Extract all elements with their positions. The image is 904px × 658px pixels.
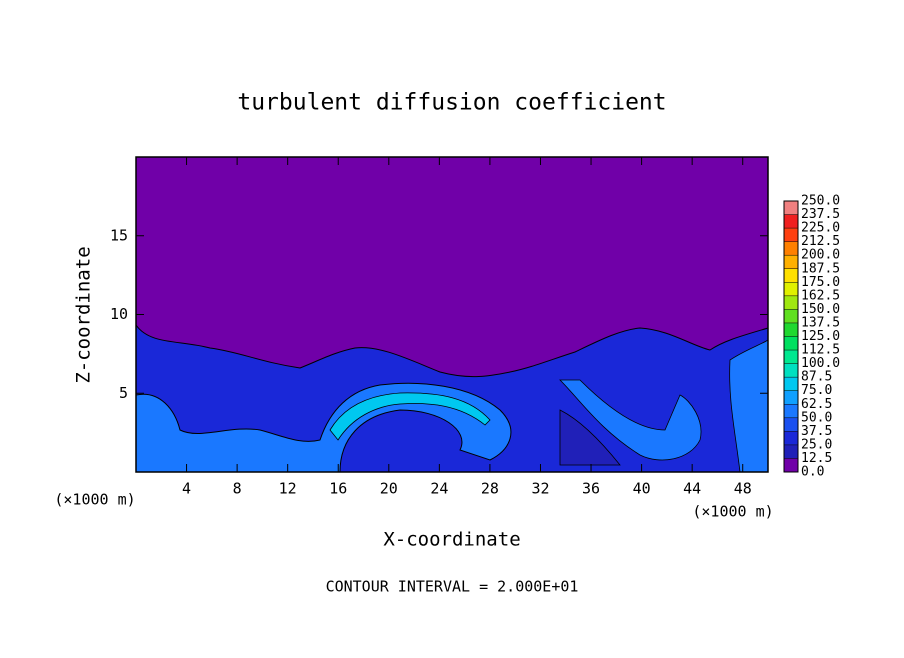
colorbar-cell	[784, 282, 798, 296]
x-tick-label: 16	[329, 480, 347, 498]
colorbar-cell	[784, 336, 798, 351]
colorbar-cell	[784, 363, 798, 378]
field	[135, 157, 769, 473]
colorbar-label: 187.5	[801, 261, 840, 276]
x-tick-label: 36	[582, 480, 600, 498]
colorbar-label: 125.0	[801, 329, 840, 344]
colorbar-cell	[784, 350, 798, 364]
colorbar-cell	[784, 322, 798, 337]
colorbar-label: 250.0	[801, 194, 840, 209]
field-layer	[559, 409, 621, 466]
x-tick-label: 24	[430, 480, 448, 498]
y-tick-label: 5	[119, 384, 128, 402]
x-tick-label: 8	[233, 480, 242, 498]
x-axis-label: X-coordinate	[383, 529, 520, 551]
x-unit-label: (×1000 m)	[692, 503, 773, 521]
colorbar-label: 50.0	[801, 410, 832, 425]
x-tick-label: 40	[633, 480, 651, 498]
colorbar-cell	[784, 444, 798, 459]
colorbar-label: 0.0	[801, 465, 824, 480]
colorbar-label: 137.5	[801, 315, 840, 330]
colorbar-cell	[784, 404, 798, 418]
colorbar-label: 212.5	[801, 234, 840, 249]
x-tick-label: 20	[380, 480, 398, 498]
chart-title: turbulent diffusion coefficient	[237, 90, 666, 116]
colorbar-cell	[784, 417, 798, 432]
colorbar-label: 150.0	[801, 302, 840, 317]
colorbar-cell	[784, 214, 798, 229]
colorbar-cell	[784, 268, 798, 283]
colorbar-cell	[784, 377, 798, 391]
colorbar-cell	[784, 295, 798, 310]
x-tick-label: 4	[182, 480, 191, 498]
colorbar-label: 175.0	[801, 275, 840, 290]
colorbar-label: 87.5	[801, 370, 832, 385]
colorbar-label: 162.5	[801, 288, 840, 303]
y-tick-label: 10	[110, 305, 128, 323]
x-tick-label: 32	[531, 480, 549, 498]
colorbar-label: 237.5	[801, 207, 840, 222]
x-unit-label: (×1000 m)	[54, 491, 135, 509]
colorbar-label: 25.0	[801, 437, 832, 452]
colorbar-label: 62.5	[801, 397, 832, 412]
field-layer	[559, 379, 702, 461]
colorbar-label: 100.0	[801, 356, 840, 371]
colorbar-cell	[784, 241, 798, 256]
y-axis-label: Z-coordinate	[73, 246, 95, 383]
x-tick-label: 12	[279, 480, 297, 498]
colorbar-cell	[784, 309, 798, 323]
colorbar-label: 112.5	[801, 343, 840, 358]
contour-note: CONTOUR INTERVAL = 2.000E+01	[326, 578, 579, 596]
colorbar-cell	[784, 390, 798, 405]
colorbar-label: 200.0	[801, 248, 840, 263]
x-tick-label: 44	[683, 480, 701, 498]
x-tick-label: 28	[481, 480, 499, 498]
colorbar-cell	[784, 431, 798, 445]
colorbar-cell	[784, 228, 798, 242]
field-layer	[135, 382, 512, 473]
x-tick-label: 48	[734, 480, 752, 498]
colorbar-label: 225.0	[801, 221, 840, 236]
colorbar-cell	[784, 201, 798, 215]
field-layer	[329, 392, 491, 441]
colorbar-cell	[784, 458, 798, 472]
colorbar-label: 12.5	[801, 451, 832, 466]
colorbar-cell	[784, 255, 798, 269]
colorbar-label: 37.5	[801, 424, 832, 439]
y-tick-label: 15	[110, 226, 128, 244]
colorbar-label: 75.0	[801, 383, 832, 398]
